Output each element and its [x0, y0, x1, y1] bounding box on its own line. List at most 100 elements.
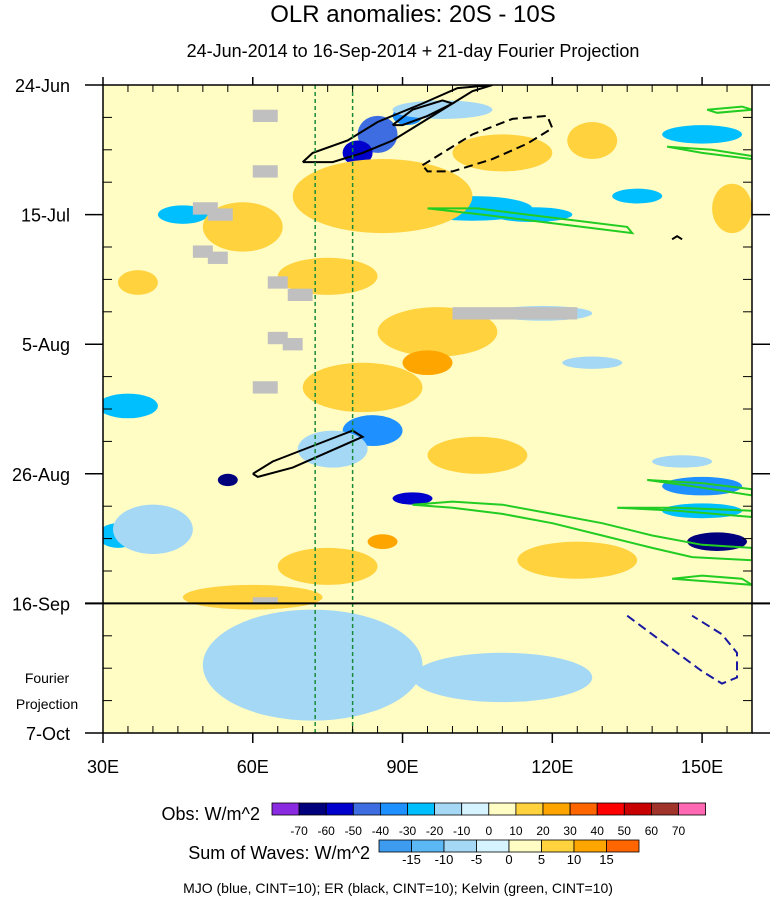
waves-legend-level-6: 15	[599, 852, 613, 867]
anomaly-patch-38	[612, 634, 703, 709]
obs-legend-level-6: -10	[453, 824, 471, 838]
obs-legend-swatch-5	[407, 802, 436, 816]
anomaly-patch-18	[392, 492, 433, 505]
obs-legend-label: Obs: W/m^2	[162, 804, 260, 824]
waves-legend: Sum of Waves: W/m^2 -15 -10 -5 0 5 10 15	[188, 839, 640, 867]
waves-legend-swatch-6	[573, 839, 607, 853]
chart-title: OLR anomalies: 20S - 10S	[270, 1, 555, 28]
obs-legend-swatch-10	[542, 802, 571, 816]
x-tick-label-1: 60E	[237, 757, 269, 777]
obs-legend: Obs: W/m^2 -70 -60 -50 -40 -30 -20 -10 0 10 20 30 4…	[162, 802, 707, 838]
obs-legend-swatch-6	[434, 802, 463, 816]
wave-contours	[252, 85, 752, 685]
waves-legend-level-3: 0	[505, 852, 512, 867]
anomaly-patch-39	[202, 609, 423, 721]
waves-legend-level-2: -5	[471, 852, 483, 867]
obs-legend-level-12: 50	[618, 824, 632, 838]
obs-legend-level-7: 0	[485, 824, 492, 838]
waves-legend-swatch-7	[606, 839, 640, 853]
waves-legend-level-4: 5	[538, 852, 545, 867]
er-contour-3	[252, 429, 365, 478]
missing-data-box-12	[252, 597, 278, 604]
obs-legend-level-3: -40	[372, 824, 390, 838]
obs-legend-swatch-11	[569, 802, 598, 816]
y-tick-label-0: 24-Jun	[15, 76, 70, 96]
obs-legend-swatch-1	[298, 802, 327, 816]
obs-legend-swatch-3	[352, 802, 381, 816]
x-tick-label-2: 90E	[387, 757, 419, 777]
missing-data-box-3	[207, 208, 233, 221]
anomaly-patch-21	[687, 532, 748, 551]
kelvin-contour-11	[617, 506, 752, 519]
x-tick-label-0: 30E	[87, 757, 119, 777]
x-tick-label-3: 120E	[531, 757, 573, 777]
obs-legend-level-2: -50	[345, 824, 363, 838]
obs-legend-level-1: -60	[318, 824, 336, 838]
obs-legend-level-14: 70	[672, 824, 686, 838]
anomaly-patch-17	[217, 473, 238, 487]
anomaly-patch-28	[712, 183, 752, 234]
y-tick-label-2: 5-Aug	[22, 335, 70, 355]
x-tick-label-4: 150E	[681, 757, 723, 777]
missing-data-box-10	[282, 338, 303, 351]
obs-legend-level-8: 10	[509, 824, 523, 838]
anomaly-patch-40	[412, 652, 593, 703]
kelvin-contour-9	[412, 500, 752, 562]
anomaly-patch-23	[292, 159, 473, 234]
anomaly-patch-27	[452, 134, 553, 172]
mjo-contour-5	[626, 614, 738, 685]
chart-subtitle: 24-Jun-2014 to 16-Sep-2014 + 21-day Four…	[187, 41, 640, 61]
kelvin-contour-10	[647, 479, 752, 497]
missing-data-boxes	[192, 109, 578, 604]
projection-label-line1: Fourier	[25, 670, 70, 686]
anomaly-patch-34	[277, 547, 378, 585]
obs-legend-level-10: 30	[563, 824, 577, 838]
obs-legend-level-9: 20	[536, 824, 550, 838]
obs-legend-swatch-12	[596, 802, 625, 816]
missing-data-box-0	[252, 109, 278, 123]
obs-legend-swatch-9	[515, 802, 544, 816]
anomaly-patch-16	[112, 504, 193, 555]
waves-legend-swatch-0	[378, 839, 412, 853]
kelvin-contour-7	[706, 105, 752, 114]
obs-legend-swatch-0	[271, 802, 300, 816]
waves-legend-swatch-4	[508, 839, 542, 853]
obs-legend-swatch-14	[651, 802, 679, 816]
obs-legend-level-5: -20	[426, 824, 444, 838]
anomaly-patch-6	[612, 188, 663, 204]
missing-data-box-5	[207, 251, 228, 264]
waves-legend-swatch-1	[411, 839, 445, 853]
y-tick-label-1: 15-Jul	[21, 206, 70, 226]
waves-legend-level-5: 10	[567, 852, 581, 867]
y-tick-label-3: 26-Aug	[12, 465, 70, 485]
missing-data-box-1	[252, 165, 278, 178]
obs-legend-swatch-4	[379, 802, 408, 816]
y-tick-label-4: 16-Sep	[12, 594, 70, 614]
er-contour-0	[302, 85, 493, 164]
obs-legend-swatch-2	[325, 802, 354, 816]
waves-legend-level-0: -15	[402, 852, 421, 867]
obs-legend-swatch-13	[623, 802, 652, 816]
anomaly-patch-1	[342, 140, 373, 166]
anomaly-patch-8	[662, 125, 743, 144]
y-axis: 24-Jun 15-Jul 5-Aug 26-Aug 16-Sep 7-Oct	[12, 76, 770, 744]
obs-legend-swatch-15	[678, 802, 707, 816]
projection-label-line2: Projection	[16, 696, 78, 712]
kelvin-contour-6	[427, 207, 635, 235]
kelvin-contour-12	[671, 574, 752, 586]
anomaly-patch-11	[562, 356, 623, 369]
anomaly-patch-31	[402, 350, 453, 376]
waves-legend-swatch-3	[476, 839, 510, 853]
anomaly-patch-35	[117, 270, 158, 295]
obs-legend-swatch-7	[461, 802, 490, 816]
anomaly-patch-14	[103, 393, 158, 419]
kelvin-contour-8	[666, 145, 752, 161]
obs-legend-level-13: 60	[645, 824, 659, 838]
obs-legend-swatch-8	[488, 802, 517, 816]
anomaly-patch-26	[377, 307, 498, 357]
missing-data-box-8	[452, 307, 578, 320]
missing-data-box-7	[287, 288, 313, 301]
reference-lines	[314, 85, 354, 733]
obs-legend-level-0: -70	[290, 824, 308, 838]
